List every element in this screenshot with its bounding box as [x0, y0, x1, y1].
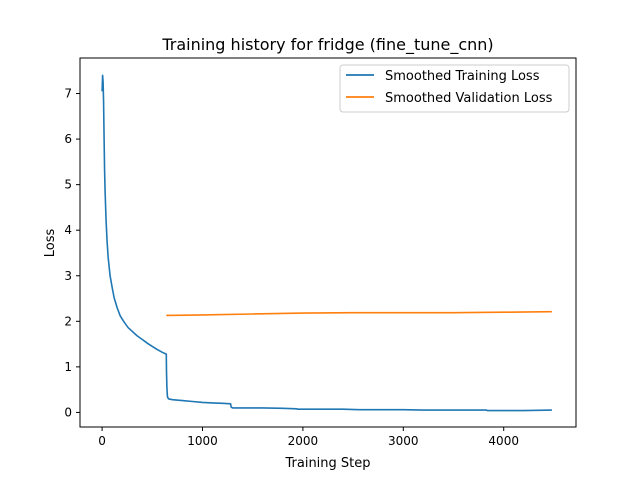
x-tick-label: 4000 [488, 434, 519, 448]
y-axis-label: Loss [43, 229, 58, 258]
y-tick-label: 3 [64, 269, 72, 283]
y-tick-label: 7 [64, 87, 72, 101]
y-tick-label: 4 [64, 223, 72, 237]
axis-ticks: 0 1000 2000 3000 4000 0 1 2 3 4 5 6 7 [64, 87, 519, 448]
x-tick-label: 3000 [388, 434, 419, 448]
series-lines [101, 74, 552, 412]
y-tick-label: 6 [64, 132, 72, 146]
chart-title: Training history for fridge (fine_tune_c… [161, 35, 493, 55]
y-tick-label: 0 [64, 405, 72, 419]
y-tick-label: 5 [64, 178, 72, 192]
x-tick-label: 0 [98, 434, 106, 448]
x-tick-label: 1000 [187, 434, 218, 448]
y-tick-label: 2 [64, 314, 72, 328]
plot-frame [79, 57, 577, 428]
series-line-1 [166, 310, 552, 317]
legend-label-validation: Smoothed Validation Loss [385, 91, 553, 106]
y-tick-label: 1 [64, 360, 72, 374]
legend-box [339, 64, 570, 113]
x-axis-label: Training Step [284, 456, 370, 471]
legend-label-training: Smoothed Training Loss [385, 69, 540, 84]
legend: Smoothed Training Loss Smoothed Validati… [339, 64, 570, 113]
x-tick-label: 2000 [288, 434, 319, 448]
series-line-0 [101, 74, 552, 412]
